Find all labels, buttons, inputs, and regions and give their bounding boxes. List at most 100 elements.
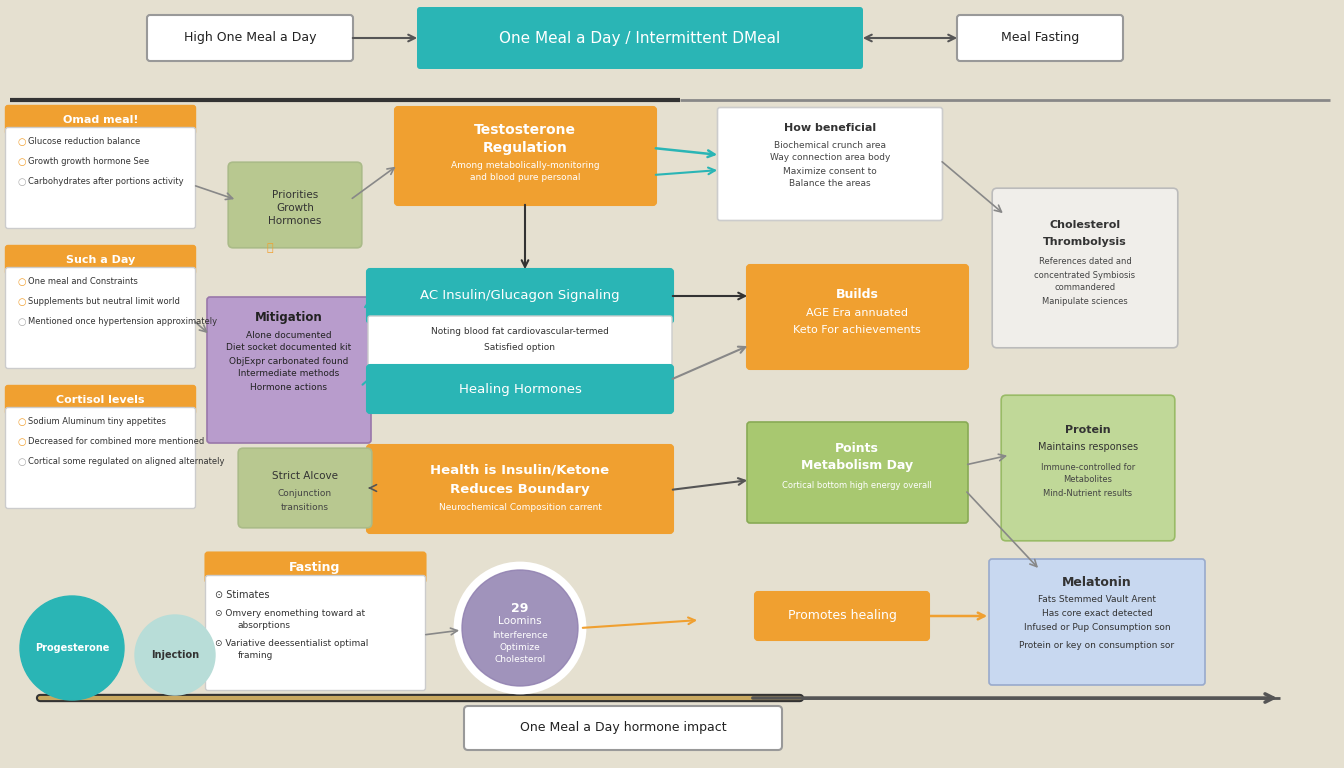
FancyBboxPatch shape — [146, 15, 353, 61]
FancyBboxPatch shape — [5, 386, 195, 415]
FancyBboxPatch shape — [395, 107, 656, 205]
Text: Way connection area body: Way connection area body — [770, 154, 890, 163]
FancyBboxPatch shape — [367, 365, 673, 413]
Text: Loomins: Loomins — [499, 616, 542, 626]
Text: Metabolites: Metabolites — [1063, 475, 1113, 485]
Text: Meal Fasting: Meal Fasting — [1001, 31, 1079, 45]
Text: Regulation: Regulation — [482, 141, 567, 155]
Text: One Meal a Day / Intermittent DMeal: One Meal a Day / Intermittent DMeal — [500, 31, 781, 45]
Text: Interference: Interference — [492, 631, 548, 641]
FancyBboxPatch shape — [206, 552, 426, 582]
Text: One Meal a Day hormone impact: One Meal a Day hormone impact — [520, 721, 726, 734]
FancyBboxPatch shape — [228, 162, 362, 248]
FancyBboxPatch shape — [747, 265, 968, 369]
Text: Decreased for combined more mentioned: Decreased for combined more mentioned — [28, 438, 204, 446]
Text: Melatonin: Melatonin — [1062, 575, 1132, 588]
FancyBboxPatch shape — [5, 408, 195, 508]
Text: ○: ○ — [17, 137, 27, 147]
Text: Health is Insulin/Ketone: Health is Insulin/Ketone — [430, 464, 610, 476]
Text: Manipulate sciences: Manipulate sciences — [1042, 296, 1128, 306]
Text: Balance the areas: Balance the areas — [789, 180, 871, 188]
Text: Reduces Boundary: Reduces Boundary — [450, 482, 590, 495]
Text: Injection: Injection — [151, 650, 199, 660]
Text: Growth: Growth — [276, 203, 314, 213]
Text: Thrombolysis: Thrombolysis — [1043, 237, 1126, 247]
Text: Glucose reduction balance: Glucose reduction balance — [28, 137, 140, 147]
Text: High One Meal a Day: High One Meal a Day — [184, 31, 316, 45]
FancyBboxPatch shape — [718, 108, 942, 220]
Text: Points: Points — [835, 442, 879, 455]
Text: Alone documented: Alone documented — [246, 330, 332, 339]
Text: 29: 29 — [511, 601, 528, 614]
Text: framing: framing — [238, 650, 273, 660]
Text: Mentioned once hypertension approximately: Mentioned once hypertension approximatel… — [28, 317, 218, 326]
FancyBboxPatch shape — [989, 559, 1206, 685]
Text: ○: ○ — [17, 277, 27, 287]
FancyBboxPatch shape — [367, 445, 673, 533]
Text: Such a Day: Such a Day — [66, 255, 136, 265]
Text: Growth growth hormone See: Growth growth hormone See — [28, 157, 149, 167]
Text: Progesterone: Progesterone — [35, 643, 109, 653]
FancyBboxPatch shape — [992, 188, 1177, 348]
Text: Cortisol levels: Cortisol levels — [56, 395, 145, 405]
FancyBboxPatch shape — [417, 7, 863, 69]
FancyBboxPatch shape — [206, 575, 426, 690]
Text: Strict Alcove: Strict Alcove — [271, 471, 337, 481]
Text: ○: ○ — [17, 417, 27, 427]
Text: Mitigation: Mitigation — [255, 312, 323, 325]
Text: Mind-Nutrient results: Mind-Nutrient results — [1043, 488, 1133, 498]
Text: Maintains responses: Maintains responses — [1038, 442, 1138, 452]
FancyBboxPatch shape — [238, 449, 372, 528]
FancyBboxPatch shape — [207, 297, 371, 443]
Text: Priorities: Priorities — [271, 190, 319, 200]
Text: Diet socket documented kit: Diet socket documented kit — [226, 343, 352, 353]
Text: transitions: transitions — [281, 502, 329, 511]
Text: Among metabolically-monitoring: Among metabolically-monitoring — [450, 161, 599, 170]
Text: ObjExpr carbonated found: ObjExpr carbonated found — [230, 356, 348, 366]
Text: ⊙ Stimates: ⊙ Stimates — [215, 590, 270, 600]
Text: Optimize: Optimize — [500, 644, 540, 653]
Text: Intermediate methods: Intermediate methods — [238, 369, 340, 379]
Text: Biochemical crunch area: Biochemical crunch area — [774, 141, 886, 150]
Text: commandered: commandered — [1055, 283, 1116, 293]
Text: Cortical bottom high energy overall: Cortical bottom high energy overall — [782, 481, 931, 489]
Text: One meal and Constraints: One meal and Constraints — [28, 277, 138, 286]
Text: Cholesterol: Cholesterol — [495, 656, 546, 664]
Text: Immune-controlled for: Immune-controlled for — [1040, 462, 1136, 472]
Text: ○: ○ — [17, 437, 27, 447]
Text: Hormones: Hormones — [269, 216, 321, 226]
Text: concentrated Symbiosis: concentrated Symbiosis — [1035, 270, 1136, 280]
Text: Supplements but neutral limit world: Supplements but neutral limit world — [28, 297, 180, 306]
FancyBboxPatch shape — [1001, 396, 1175, 541]
Text: Fasting: Fasting — [289, 561, 340, 574]
Text: Omad meal!: Omad meal! — [63, 115, 138, 125]
Text: Cholesterol: Cholesterol — [1050, 220, 1121, 230]
Circle shape — [134, 615, 215, 695]
Text: Protein or key on consumption sor: Protein or key on consumption sor — [1020, 641, 1175, 650]
Text: Testosterone: Testosterone — [474, 123, 577, 137]
Text: Maximize consent to: Maximize consent to — [784, 167, 876, 176]
Circle shape — [20, 596, 124, 700]
Text: ○: ○ — [17, 177, 27, 187]
Text: How beneficial: How beneficial — [784, 123, 876, 133]
Text: AC Insulin/Glucagon Signaling: AC Insulin/Glucagon Signaling — [421, 290, 620, 303]
Text: Hormone actions: Hormone actions — [250, 382, 328, 392]
Text: Satisfied option: Satisfied option — [484, 343, 555, 353]
FancyBboxPatch shape — [5, 267, 195, 369]
FancyBboxPatch shape — [5, 246, 195, 274]
FancyBboxPatch shape — [5, 127, 195, 229]
Text: ○: ○ — [17, 297, 27, 307]
Text: Conjunction: Conjunction — [278, 489, 332, 498]
Text: ○: ○ — [17, 317, 27, 327]
Text: Healing Hormones: Healing Hormones — [458, 382, 582, 396]
Text: ⊙ Omvery enomething toward at: ⊙ Omvery enomething toward at — [215, 608, 366, 617]
FancyBboxPatch shape — [755, 592, 929, 640]
Text: Builds: Builds — [836, 289, 879, 302]
FancyBboxPatch shape — [747, 422, 968, 523]
FancyBboxPatch shape — [957, 15, 1124, 61]
Circle shape — [462, 570, 578, 686]
Text: Fats Stemmed Vault Arent: Fats Stemmed Vault Arent — [1038, 595, 1156, 604]
Text: Has core exact detected: Has core exact detected — [1042, 610, 1152, 618]
Text: Carbohydrates after portions activity: Carbohydrates after portions activity — [28, 177, 184, 187]
Text: References dated and: References dated and — [1039, 257, 1132, 266]
